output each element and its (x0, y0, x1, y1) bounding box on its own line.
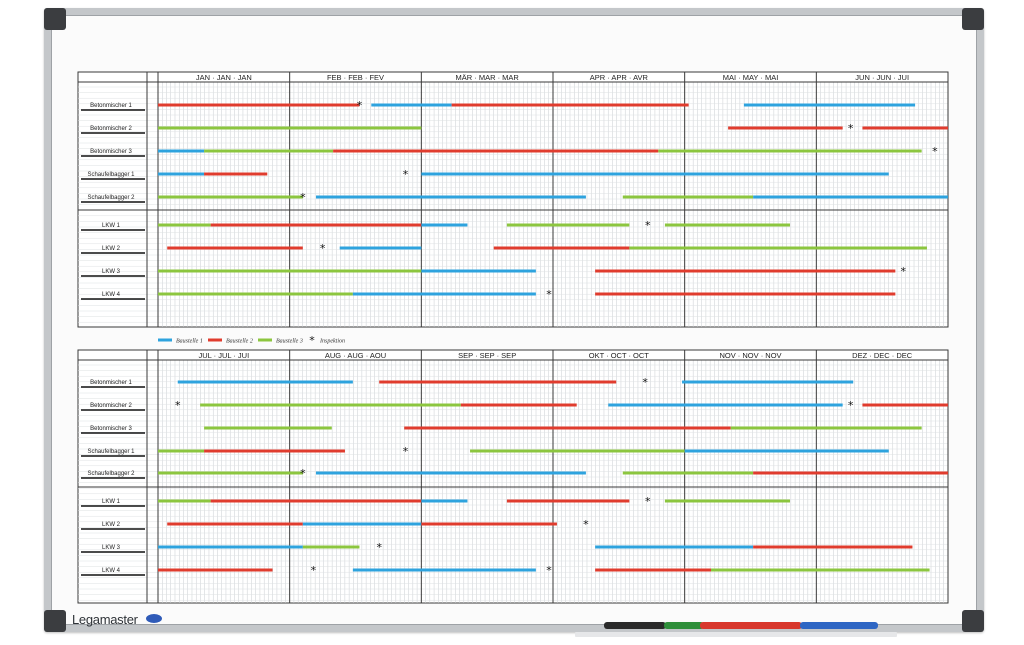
month-header: JUN · JUN · JUI (855, 73, 909, 82)
resource-label: Schaufelbagger 2 (87, 471, 135, 477)
resource-label: LKW 3 (102, 545, 121, 551)
frame-corner-top-right (962, 8, 984, 30)
month-header: MAI · MAY · MAI (723, 73, 779, 82)
month-header: OKT · OCT · OCT (589, 351, 650, 360)
resource-label: LKW 1 (102, 499, 121, 505)
resource-label: Betonmischer 2 (90, 126, 132, 132)
resource-label: Betonmischer 2 (90, 403, 132, 409)
resource-label: Schaufelbagger 2 (87, 195, 135, 201)
resource-label: LKW 4 (102, 568, 121, 574)
inspection-star: * (357, 99, 363, 112)
inspection-star: * (300, 467, 306, 480)
green-marker[interactable] (664, 622, 704, 629)
resource-label: Schaufelbagger 1 (87, 449, 135, 455)
resource-label: Schaufelbagger 1 (87, 172, 135, 178)
resource-label: Betonmischer 1 (90, 380, 132, 386)
month-header: NOV · NOV · NOV (719, 351, 781, 360)
resource-label: LKW 1 (102, 223, 121, 229)
planner-panel (77, 71, 949, 328)
inspection-star: * (900, 265, 906, 278)
legend-label: Inspektion (319, 339, 345, 345)
brand-logo: Legamaster (72, 612, 138, 627)
inspection-star: * (932, 145, 938, 158)
inspection-star: * (848, 399, 854, 412)
legend-star: * (309, 334, 315, 347)
frame-corner-top-left (44, 8, 66, 30)
brand-badge-icon (146, 614, 162, 623)
inspection-star: * (376, 541, 382, 554)
frame-corner-bottom-right (962, 610, 984, 632)
red-marker[interactable] (700, 622, 802, 629)
inspection-star: * (546, 564, 552, 577)
planner-panel (77, 349, 949, 604)
month-header: SEP · SEP · SEP (458, 351, 516, 360)
resource-label: Betonmischer 3 (90, 149, 132, 155)
resource-label: Betonmischer 1 (90, 103, 132, 109)
black-marker[interactable] (604, 622, 666, 629)
inspection-star: * (403, 445, 409, 458)
month-header: JAN · JAN · JAN (196, 73, 252, 82)
marker-tray (575, 632, 897, 637)
frame-corner-bottom-left (44, 610, 66, 632)
month-header: JUL · JUL · JUI (198, 351, 249, 360)
inspection-star: * (583, 518, 589, 531)
inspection-star: * (642, 376, 648, 389)
inspection-star: * (546, 288, 552, 301)
inspection-star: * (311, 564, 317, 577)
legend-label: Baustelle 2 (226, 339, 253, 345)
resource-label: LKW 3 (102, 269, 121, 275)
inspection-star: * (320, 242, 326, 255)
month-header: FEB · FEB · FEV (327, 73, 384, 82)
inspection-star: * (403, 168, 409, 181)
inspection-star: * (645, 219, 651, 232)
blue-marker[interactable] (800, 622, 878, 629)
month-header: AUG · AUG · AOU (325, 351, 386, 360)
inspection-star: * (645, 495, 651, 508)
inspection-star: * (300, 191, 306, 204)
month-header: MÄR · MAR · MAR (455, 73, 519, 82)
inspection-star: * (848, 122, 854, 135)
inspection-star: * (175, 399, 181, 412)
resource-label: LKW 2 (102, 522, 121, 528)
legend-label: Baustelle 1 (176, 339, 203, 345)
month-header: DEZ · DEC · DEC (852, 351, 913, 360)
legend-label: Baustelle 3 (276, 339, 303, 345)
resource-label: LKW 2 (102, 246, 121, 252)
resource-label: LKW 4 (102, 292, 121, 298)
month-header: APR · APR · AVR (590, 73, 649, 82)
resource-label: Betonmischer 3 (90, 426, 132, 432)
